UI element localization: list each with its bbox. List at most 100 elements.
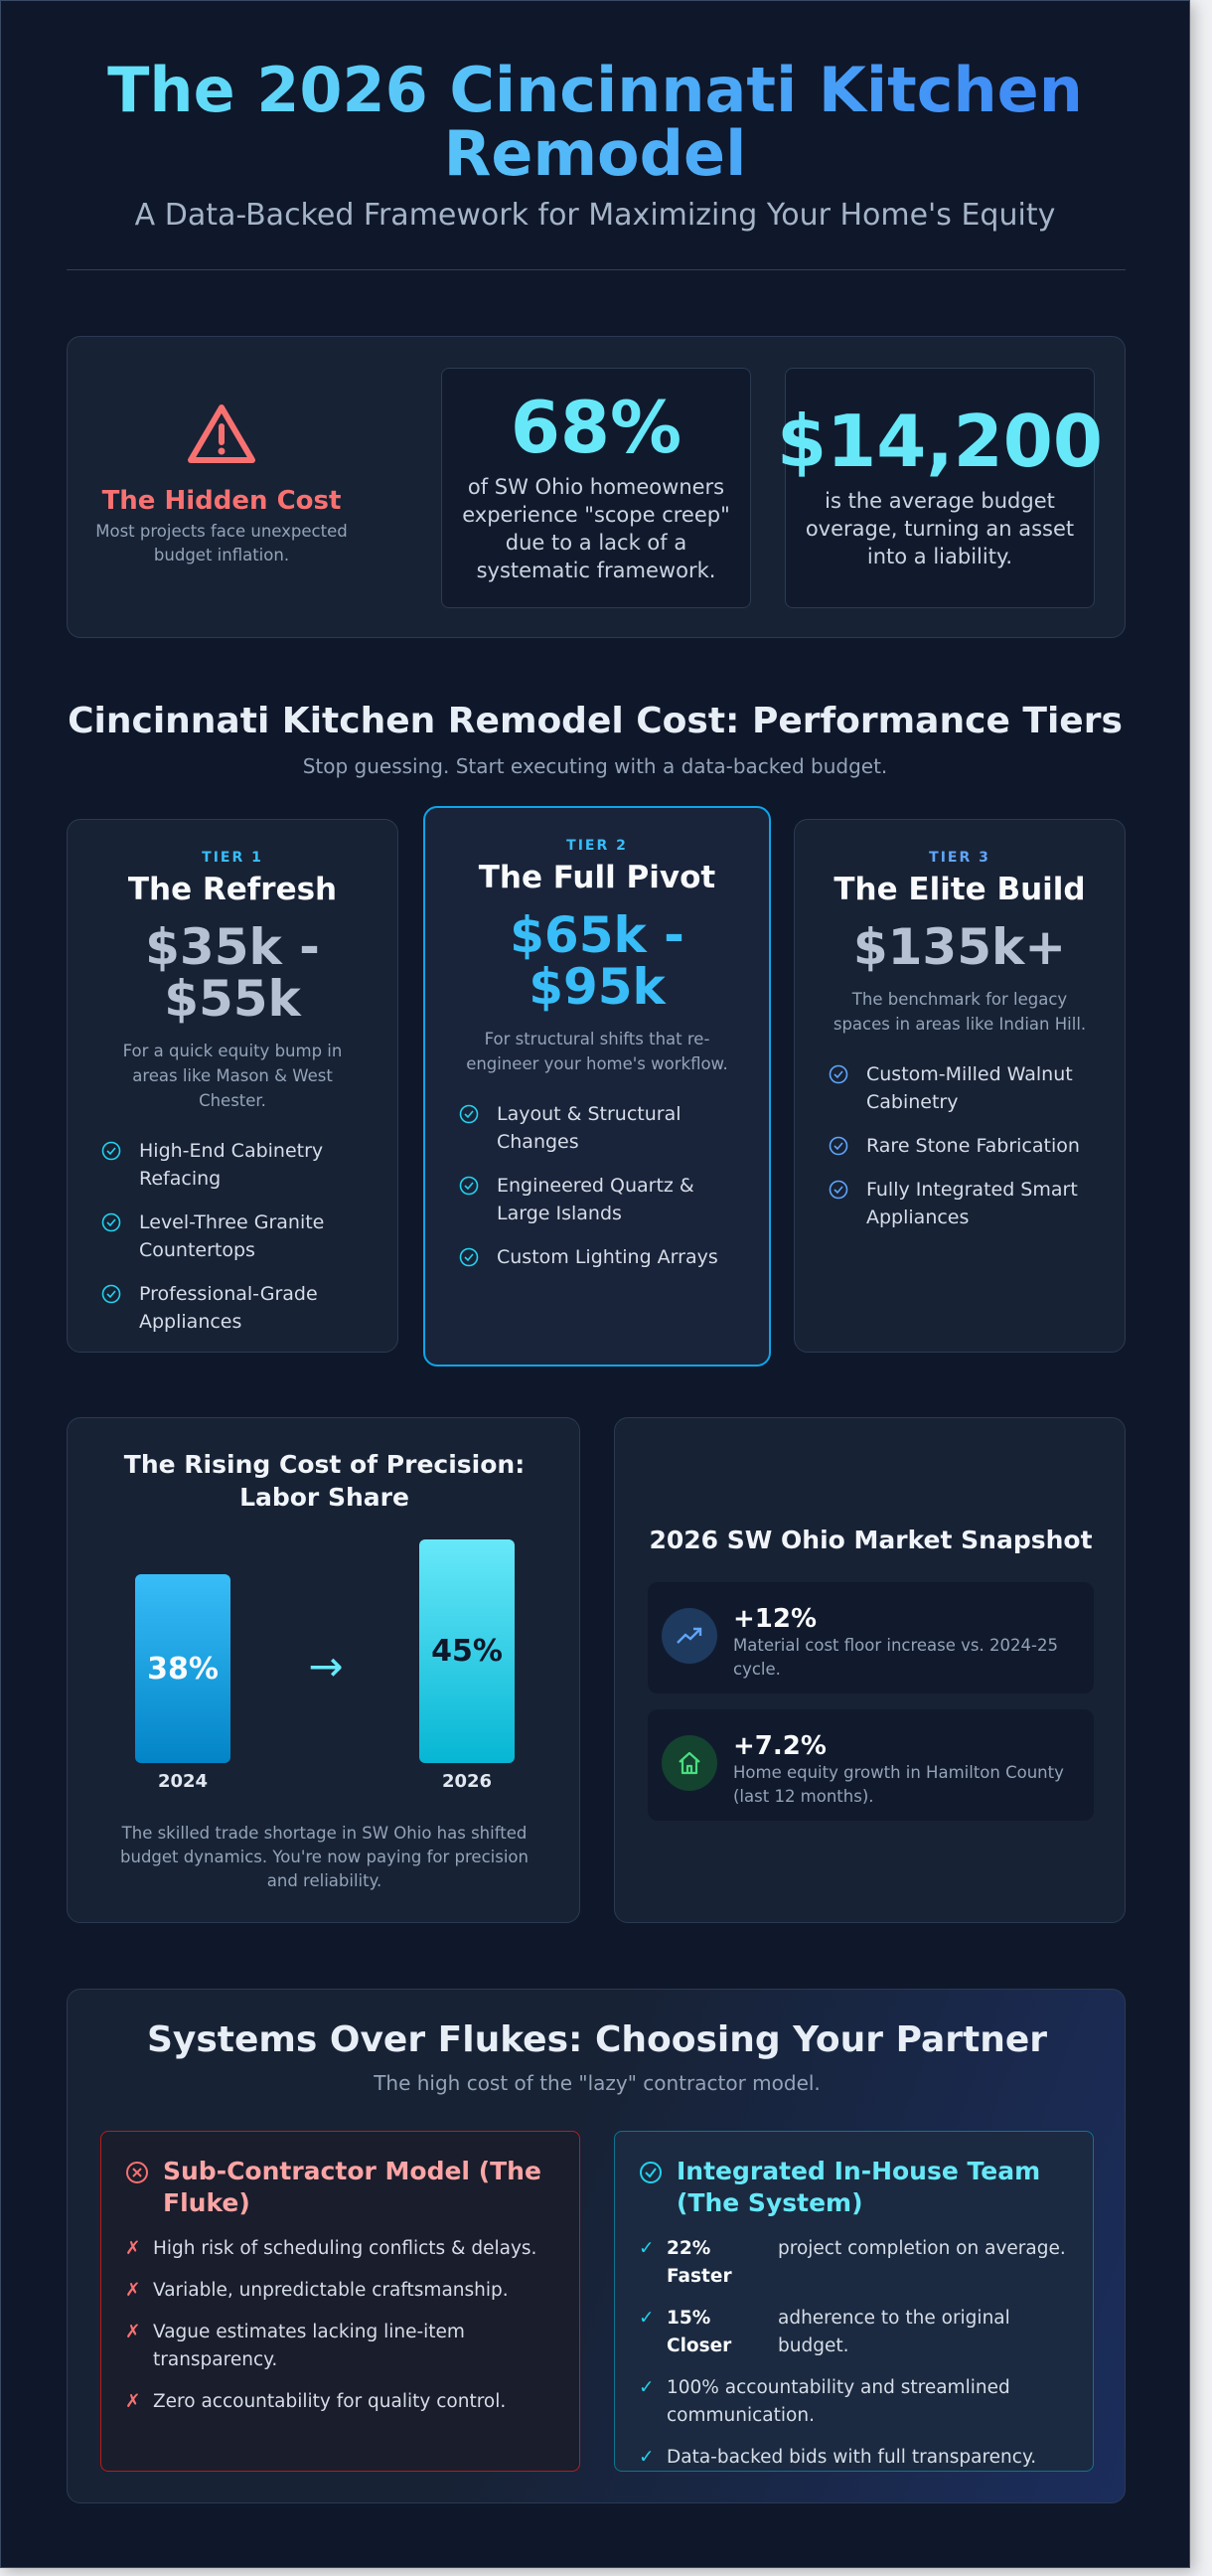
bar: 45% <box>419 1539 515 1763</box>
feature: Engineered Quartz & Large Islands <box>459 1172 735 1227</box>
box-item: ✗ Vague estimates lacking line-item trans… <box>125 2322 465 2370</box>
stat-value: $14,200 <box>777 400 1103 483</box>
infographic: The 2026 Cincinnati Kitchen Remodel A Da… <box>0 0 1190 2568</box>
feature-text: Engineered Quartz & Large Islands <box>497 1175 694 1224</box>
section-subtitle: Stop guessing. Start executing with a da… <box>302 754 888 778</box>
arrow: → <box>308 1642 344 1690</box>
market-title: 2026 SW Ohio Market Snapshot <box>649 1526 1093 1554</box>
market-item: +12% Material cost floor increase vs. 202… <box>648 1582 1094 1693</box>
stat-card: $14,200 is the average budget overage, t… <box>777 368 1103 608</box>
tier-name: The Elite Build <box>833 872 1086 907</box>
bar-label: 2026 <box>441 1771 493 1792</box>
item-text: project completion on average. <box>778 2238 1066 2259</box>
box-item: ✗ Variable, unpredictable craftsmanship. <box>125 2280 509 2301</box>
feature: Rare Stone Fabrication <box>829 1132 1091 1160</box>
title: The 2026 Cincinnati Kitchen Remodel <box>61 59 1130 186</box>
box-item: ✓ 15% Closer adherence to the original bud… <box>639 2305 1069 2360</box>
box-list: ✗ High risk of scheduling conflicts & del… <box>125 2235 555 2416</box>
market-item: +7.2% Home equity growth in Hamilton Coun… <box>648 1709 1094 1821</box>
feature-list: High-End Cabinetry Refacing Level-Three G… <box>101 1137 364 1352</box>
warning-icon <box>188 404 255 463</box>
fluke-box: Sub-Contractor Model (The Fluke) ✗ High ri… <box>100 2131 580 2472</box>
item-text: High risk of scheduling conflicts & dela… <box>153 2238 537 2259</box>
trend-icon <box>662 1608 717 1664</box>
box-item: ✓ Data-backed bids with full transparency… <box>639 2447 1037 2468</box>
feature-text: Professional-Grade Appliances <box>139 1283 318 1333</box>
hidden-cost: The Hidden Cost Most projects face unexp… <box>87 402 356 567</box>
feature: Custom Lighting Arrays <box>459 1243 735 1271</box>
tier-name: The Refresh <box>127 872 338 907</box>
feature: High-End Cabinetry Refacing <box>101 1137 364 1193</box>
market-text: Material cost floor increase vs. 2024-25… <box>733 1636 1058 1679</box>
market-value: +7.2% <box>733 1731 827 1761</box>
stat-text: of SW Ohio homeowners experience "scope … <box>462 475 730 582</box>
system-box: Integrated In-House Team (The System) ✓ 22… <box>614 2131 1094 2472</box>
box-list: ✓ 22% Faster project completion on average… <box>639 2235 1069 2472</box>
feature-text: Level-Three Granite Countertops <box>139 1211 325 1261</box>
box-header: Sub-Contractor Model (The Fluke) <box>125 2156 555 2219</box>
subtitle: A Data-Backed Framework for Maximizing Y… <box>134 198 1056 233</box>
home-icon <box>662 1735 717 1791</box>
box-item: ✗ High risk of scheduling conflicts & del… <box>125 2238 537 2259</box>
tier-name: The Full Pivot <box>478 860 716 895</box>
bar-label: 2024 <box>157 1771 209 1792</box>
stat-text: is the average budget overage, turning a… <box>805 489 1075 568</box>
feature: Layout & Structural Changes <box>459 1100 735 1156</box>
feature-list: Custom-Milled Walnut Cabinetry Rare Stone… <box>829 1060 1091 1247</box>
market-value: +12% <box>733 1604 818 1634</box>
labor-card: The Rising Cost of Precision: Labor Shar… <box>67 1417 580 1923</box>
feature: Professional-Grade Appliances <box>101 1280 364 1336</box>
box-header: Integrated In-House Team (The System) <box>639 2156 1069 2219</box>
item-text: Vague estimates lacking line-item transp… <box>153 2322 465 2370</box>
item-text: Zero accountability for quality control. <box>153 2391 507 2412</box>
feature: Fully Integrated Smart Appliances <box>829 1176 1091 1231</box>
market-text: Home equity growth in Hamilton County (l… <box>733 1763 1064 1806</box>
tier-label: TIER 2 <box>566 838 628 854</box>
box-title: Integrated In-House Team (The System) <box>677 2157 1041 2217</box>
stat-value: 68% <box>510 386 682 469</box>
feature: Custom-Milled Walnut Cabinetry <box>829 1060 1091 1116</box>
labor-note: The skilled trade shortage in SW Ohio ha… <box>120 1824 529 1890</box>
divider <box>67 269 1126 270</box>
stat-card: 68% of SW Ohio homeowners experience "sc… <box>441 368 751 608</box>
partner-subtitle: The high cost of the "lazy" contractor m… <box>374 2071 821 2095</box>
tier-card: TIER 3 The Elite Build $135k+ The benchmark… <box>794 819 1126 1353</box>
feature-text: High-End Cabinetry Refacing <box>139 1140 324 1190</box>
feature-text: Fully Integrated Smart Appliances <box>866 1179 1078 1228</box>
feature-text: Rare Stone Fabrication <box>866 1135 1080 1157</box>
feature: Level-Three Granite Countertops <box>101 1208 364 1264</box>
partner-panel: Systems Over Flukes: Choosing Your Partn… <box>67 1989 1126 2503</box>
box-item: ✓ 100% accountability and streamlined com… <box>639 2377 1010 2426</box>
box-item: ✗ Zero accountability for quality control… <box>125 2391 507 2412</box>
tier-label: TIER 3 <box>929 850 990 866</box>
market-card: 2026 SW Ohio Market Snapshot +12% Materia… <box>614 1417 1126 1923</box>
hidden-cost-title: The Hidden Cost <box>101 486 342 516</box>
tier-label: TIER 1 <box>202 850 263 866</box>
tier-description: The benchmark for legacy spaces in areas… <box>833 990 1087 1034</box>
tier-description: For structural shifts that re-engineer y… <box>466 1030 728 1073</box>
feature-text: Custom Lighting Arrays <box>497 1246 718 1268</box>
item-text: 100% accountability and streamlined comm… <box>667 2377 1010 2426</box>
stats-panel: The Hidden Cost Most projects face unexp… <box>67 336 1126 638</box>
feature-text: Custom-Milled Walnut Cabinetry <box>866 1063 1073 1113</box>
item-strong: 22% Faster <box>667 2238 732 2287</box>
feature-list: Layout & Structural Changes Engineered Qu… <box>459 1100 735 1287</box>
section-title: Cincinnati Kitchen Remodel Cost: Perform… <box>68 701 1123 741</box>
item-text: adherence to the original budget. <box>778 2308 1010 2356</box>
tier-price: $135k+ <box>852 918 1067 976</box>
partner-title: Systems Over Flukes: Choosing Your Partn… <box>146 2019 1048 2060</box>
item-text: Data-backed bids with full transparency. <box>667 2447 1037 2468</box>
tier-price: $65k - $95k <box>510 906 684 1016</box>
item-text: Variable, unpredictable craftsmanship. <box>153 2280 509 2301</box>
box-title: Sub-Contractor Model (The Fluke) <box>163 2157 541 2217</box>
tier-card: TIER 1 The Refresh $35k - $55k For a quick … <box>67 819 398 1353</box>
tier-description: For a quick equity bump in areas like Ma… <box>122 1042 343 1110</box>
feature-text: Layout & Structural Changes <box>497 1103 682 1153</box>
hidden-cost-text: Most projects face unexpected budget inf… <box>95 522 348 564</box>
tier-price: $35k - $55k <box>145 918 320 1028</box>
tier-card: TIER 2 The Full Pivot $65k - $95k For struc… <box>423 806 771 1367</box>
item-strong: 15% Closer <box>667 2308 732 2356</box>
box-item: ✓ 22% Faster project completion on average… <box>639 2235 1069 2291</box>
labor-title: The Rising Cost of Precision: Labor Shar… <box>123 1450 526 1512</box>
